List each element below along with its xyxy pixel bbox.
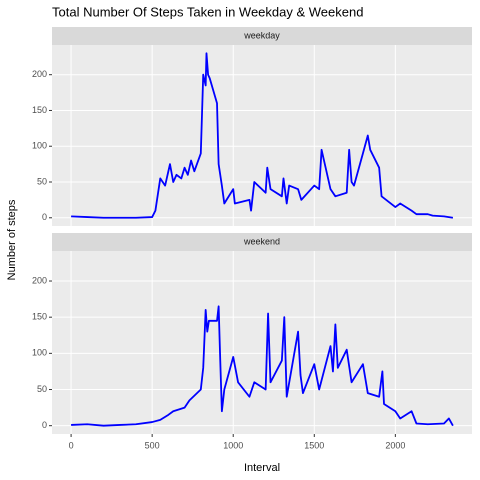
x-tick-label: 1500: [304, 440, 324, 450]
x-tick-label: 500: [145, 440, 160, 450]
y-axis-title: Number of steps: [6, 199, 18, 280]
y-tick-label: 100: [32, 141, 47, 151]
y-tick-label: 50: [37, 384, 47, 394]
data-line: [71, 305, 454, 427]
y-tick-label: 100: [32, 348, 47, 358]
facet-strip: [52, 27, 472, 45]
y-tick-label: 0: [42, 212, 47, 222]
facet-strip: [52, 233, 472, 251]
y-tick-label: 200: [32, 275, 47, 285]
y-tick-label: 50: [37, 176, 47, 186]
facet-label: weekend: [243, 236, 280, 246]
y-tick-label: 150: [32, 312, 47, 322]
x-tick-label: 0: [69, 440, 74, 450]
x-tick-label: 1000: [223, 440, 243, 450]
panel-background: [52, 251, 472, 434]
data-line: [71, 52, 454, 219]
x-tick-label: 2000: [385, 440, 405, 450]
x-axis-title: Interval: [244, 462, 280, 474]
panel-background: [52, 45, 472, 226]
chart-title: Total Number Of Steps Taken in Weekday &…: [52, 4, 363, 19]
facet-label: weekday: [243, 30, 280, 40]
y-tick-label: 150: [32, 105, 47, 115]
y-tick-label: 0: [42, 420, 47, 430]
y-tick-label: 200: [32, 69, 47, 79]
